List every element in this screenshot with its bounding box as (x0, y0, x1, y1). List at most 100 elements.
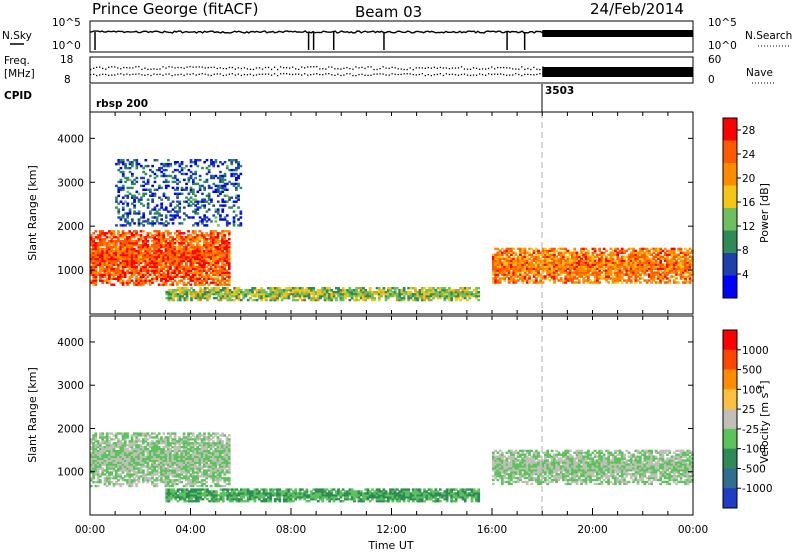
heatmap-cell (357, 287, 361, 290)
heatmap-cell (166, 279, 170, 282)
heatmap-cell (648, 263, 651, 266)
nave-dot (533, 66, 535, 69)
heatmap-cell (670, 249, 674, 253)
heatmap-cell (178, 290, 182, 294)
heatmap-cell (103, 247, 107, 251)
heatmap-cell (562, 251, 565, 254)
heatmap-cell (235, 172, 238, 176)
cpid-segment-2-name: 3503 (545, 85, 574, 97)
heatmap-cell (181, 290, 184, 294)
heatmap-cell (251, 290, 254, 294)
heatmap-cell (553, 261, 556, 264)
heatmap-cell (316, 292, 320, 296)
heatmap-cell (110, 451, 114, 455)
heatmap-cell (548, 249, 552, 253)
heatmap-cell (123, 459, 127, 462)
heatmap-cell (492, 277, 495, 280)
heatmap-cell (353, 292, 356, 296)
heatmap-cell (182, 275, 186, 278)
heatmap-cell (162, 192, 166, 195)
heatmap-cell (198, 261, 202, 265)
heatmap-cell (198, 200, 202, 203)
freq-dot (162, 74, 164, 76)
heatmap-cell (659, 267, 662, 270)
heatmap-cell (434, 294, 438, 298)
heatmap-cell (196, 206, 200, 209)
heatmap-cell (573, 275, 577, 278)
heatmap-cell (180, 240, 184, 243)
heatmap-cell (271, 290, 275, 294)
nave-dot (174, 67, 176, 69)
heatmap-cell (144, 281, 147, 284)
heatmap-cell (173, 273, 177, 276)
heatmap-cell (194, 261, 197, 265)
heatmap-cell (414, 289, 417, 292)
heatmap-cell (153, 172, 157, 176)
heatmap-cell (103, 447, 107, 451)
heatmap-cell (212, 242, 215, 245)
heatmap-cell (466, 287, 469, 290)
heatmap-cell (189, 251, 193, 255)
heatmap-cell (96, 257, 100, 261)
heatmap-cell (607, 257, 610, 260)
heatmap-cell (209, 255, 213, 259)
heatmap-cell (164, 164, 168, 168)
heatmap-cell (634, 265, 638, 268)
heatmap-cell (602, 273, 606, 276)
heatmap-cell (169, 279, 172, 282)
heatmap-cell (126, 244, 129, 247)
heatmap-cell (589, 273, 592, 276)
heatmap-cell (171, 240, 175, 243)
heatmap-cell (227, 275, 231, 278)
heatmap-cell (212, 271, 215, 274)
heatmap-cell (368, 294, 372, 298)
heatmap-cell (496, 251, 500, 254)
heatmap-cell (512, 269, 516, 272)
heatmap-cell (686, 269, 690, 272)
heatmap-cell (686, 275, 690, 278)
heatmap-cell (323, 292, 327, 296)
heatmap-cell (149, 188, 152, 191)
heatmap-cell (573, 255, 577, 258)
heatmap-cell (101, 442, 104, 445)
heatmap-cell (160, 259, 163, 263)
heatmap-cell (123, 453, 127, 457)
heatmap-cell (448, 289, 451, 292)
heatmap-cell (103, 455, 107, 458)
heatmap-cell (205, 265, 208, 269)
heatmap-cell (439, 296, 442, 300)
heatmap-cell (316, 290, 320, 294)
freq-dot (433, 74, 436, 76)
heatmap-cell (212, 162, 216, 166)
heatmap-cell (135, 251, 138, 255)
heatmap-cell (119, 453, 123, 457)
heatmap-cell (135, 459, 138, 462)
heatmap-cell (114, 471, 118, 474)
heatmap-cell (140, 184, 143, 188)
heatmap-cell (155, 232, 159, 235)
heatmap-cell (303, 298, 306, 302)
heatmap-cell (641, 265, 644, 268)
heatmap-cell (519, 269, 522, 272)
heatmap-cell (169, 240, 172, 243)
heatmap-cell (219, 296, 223, 300)
heatmap-cell (650, 275, 653, 278)
heatmap-cell (94, 275, 98, 278)
heatmap-cell (135, 271, 138, 274)
nave-dot (126, 67, 128, 69)
heatmap-cell (160, 245, 163, 249)
heatmap-cell (566, 251, 570, 254)
heatmap-cell (625, 255, 629, 258)
heatmap-cell (663, 257, 667, 260)
heatmap-cell (130, 447, 134, 451)
heatmap-cell (137, 240, 141, 243)
heatmap-cell (661, 255, 665, 258)
nave-dot (478, 68, 481, 70)
heatmap-cell (602, 277, 606, 280)
heatmap-cell (117, 212, 121, 215)
heatmap-cell (182, 269, 186, 272)
heatmap-cell (602, 257, 606, 260)
heatmap-cell (92, 469, 95, 472)
heatmap-cell (341, 294, 345, 298)
heatmap-cell (454, 294, 458, 298)
